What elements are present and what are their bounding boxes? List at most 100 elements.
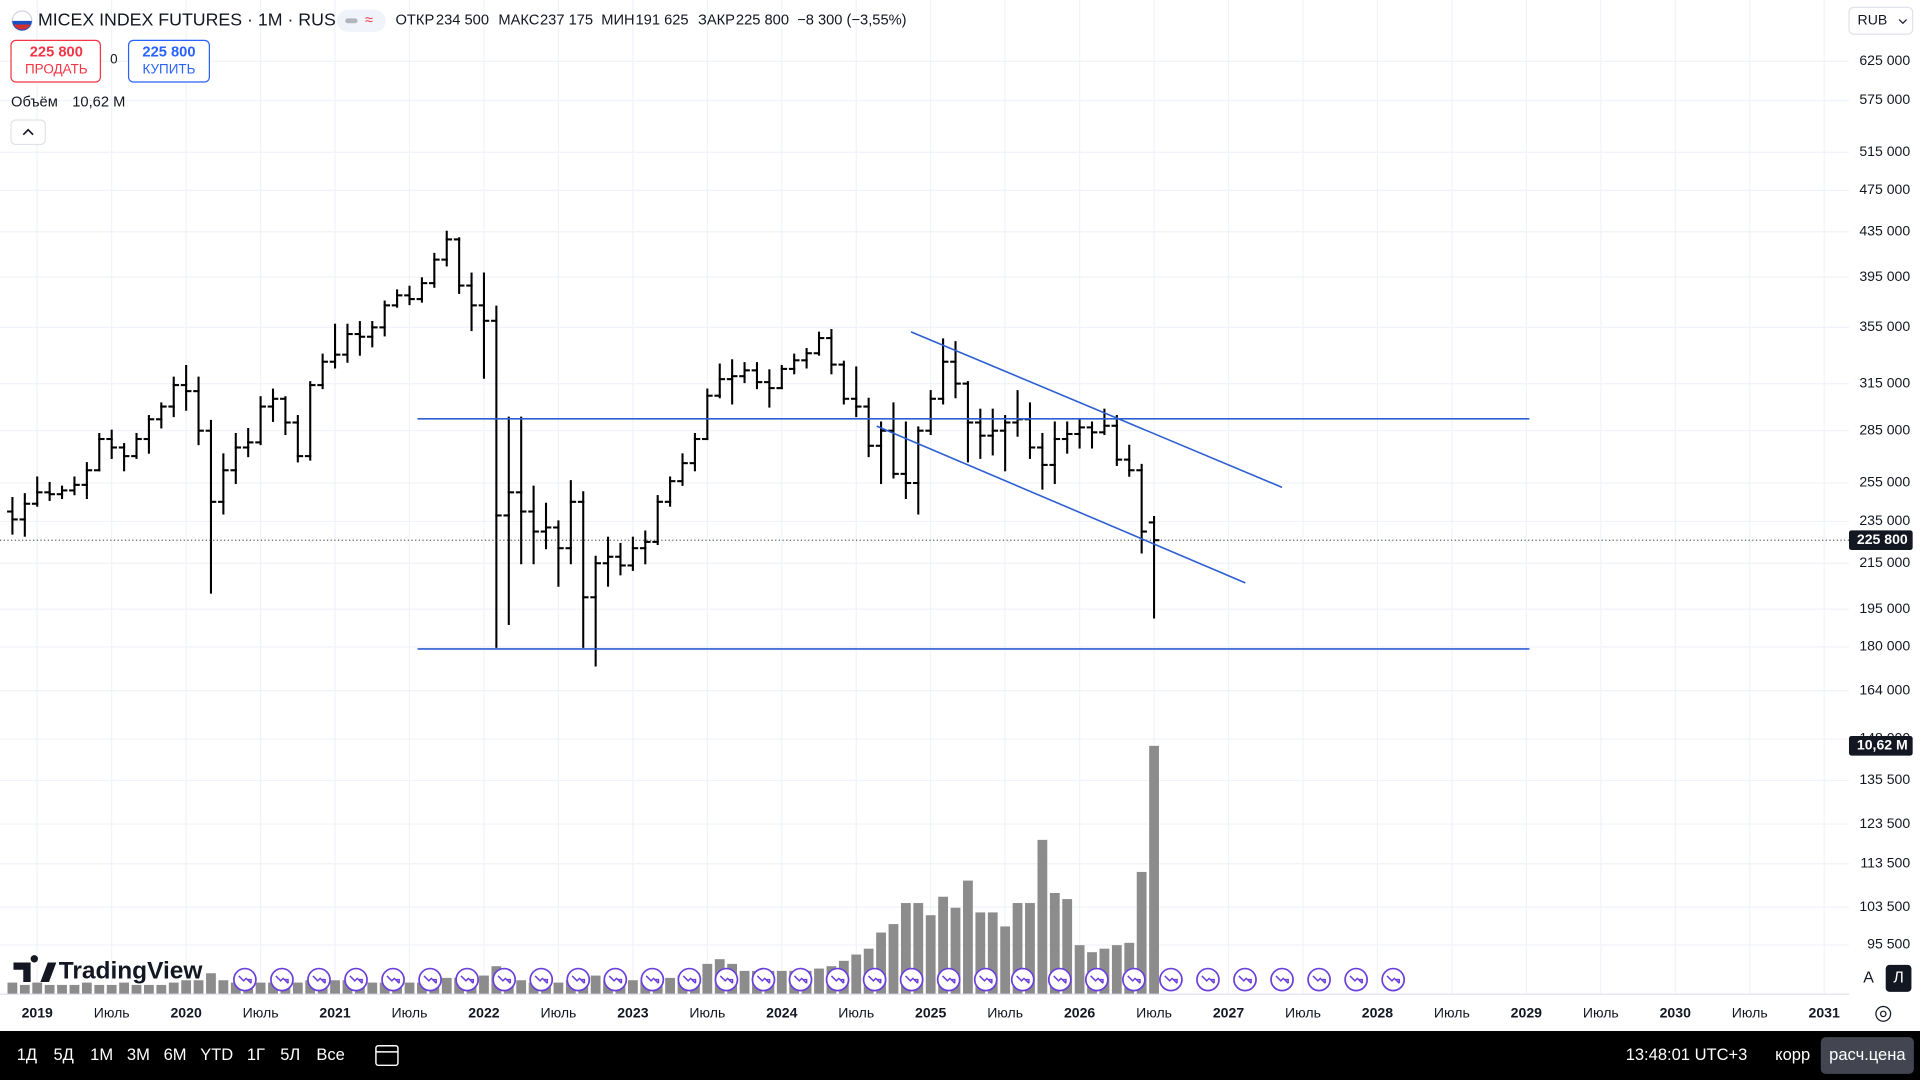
volume-bar: [987, 912, 998, 995]
range-button[interactable]: 5Д: [53, 1045, 73, 1064]
volume-bar: [900, 903, 911, 995]
y-tick-label: 625 000: [1859, 52, 1910, 68]
event-icon-arrow: [645, 975, 660, 984]
symbol-title[interactable]: MICEX INDEX FUTURES · 1M · RUS: [38, 10, 336, 30]
volume-bar: [702, 963, 713, 995]
currency-caret: [1898, 19, 1907, 25]
y-tick-label: 180 000: [1859, 638, 1910, 654]
volume-bar: [379, 982, 390, 995]
settlement-button-bg[interactable]: [1820, 1037, 1914, 1074]
event-icon-arrow: [1238, 975, 1252, 984]
volume-bar: [627, 980, 638, 995]
event-icon-arrow: [1386, 975, 1401, 984]
x-tick-label: Июль: [1583, 1005, 1619, 1021]
collapse-button[interactable]: [10, 119, 46, 146]
volume-bar: [106, 984, 117, 995]
y-tick-label: 95 500: [1867, 936, 1910, 952]
trade-panel: 225 800 ПРОДАТЬ 0 225 800 КУПИТЬ: [10, 39, 210, 83]
x-tick-label: Июль: [540, 1005, 576, 1021]
y-tick-label: 195 000: [1859, 600, 1910, 616]
x-tick-label: Июль: [838, 1005, 874, 1021]
currency-button[interactable]: [1848, 6, 1914, 35]
open-value: 234 500: [436, 13, 489, 29]
gear-inner: [1879, 1010, 1887, 1018]
x-tick-label: 2025: [915, 1005, 946, 1021]
calendar-frame: [375, 1044, 399, 1067]
volume-bar: [193, 980, 204, 995]
y-tick-label: 355 000: [1859, 318, 1910, 334]
volume-bar: [1037, 839, 1048, 995]
x-tick-label: Июль: [689, 1005, 725, 1021]
log-scale-button[interactable]: Л: [1893, 970, 1903, 987]
volume-bar: [181, 980, 192, 995]
event-icon-arrow: [830, 975, 845, 984]
y-tick-label: 315 000: [1859, 374, 1910, 390]
settings-icon[interactable]: [1875, 1005, 1892, 1022]
log-scale-button-bg[interactable]: [1885, 964, 1912, 992]
event-icon-arrow: [719, 975, 734, 984]
event-icon-arrow: [682, 975, 697, 984]
x-tick-label: 2019: [22, 1005, 53, 1021]
volume-bar: [131, 984, 142, 995]
status-pill-icon: [345, 18, 358, 24]
collapse-icon: [22, 128, 34, 136]
x-tick-label: Июль: [243, 1005, 279, 1021]
trend-line[interactable]: [876, 425, 1246, 584]
trend-line[interactable]: [910, 331, 1283, 489]
volume-legend: Объём 10,62 M: [10, 95, 125, 146]
volume-tag-bg: [1848, 736, 1913, 756]
range-button[interactable]: 3М: [127, 1045, 150, 1064]
event-icon-arrow: [1275, 975, 1289, 984]
y-tick-label: 515 000: [1859, 143, 1910, 159]
volume-bar: [7, 982, 18, 995]
event-icon-arrow: [904, 975, 919, 984]
volume-bar: [404, 982, 415, 995]
volume-bar: [230, 982, 241, 995]
settlement-toggle[interactable]: расч.цена: [1829, 1045, 1906, 1064]
range-button[interactable]: 1М: [90, 1045, 113, 1064]
volume-bar: [851, 954, 862, 995]
range-button[interactable]: 6М: [164, 1045, 187, 1064]
range-button[interactable]: 1Д: [17, 1045, 37, 1064]
volume-bar: [1124, 942, 1135, 995]
y-tick-label: 113 500: [1860, 854, 1910, 870]
event-icon-arrow: [1016, 975, 1030, 984]
event-icon-arrow: [1090, 975, 1104, 984]
price-layer: [7, 230, 1160, 667]
volume-bar: [739, 970, 750, 995]
volume-bar: [441, 977, 452, 995]
event-icon-arrow: [534, 975, 549, 984]
spread: 0: [110, 52, 117, 67]
event-icon-arrow: [497, 975, 512, 984]
high-label: МАКС: [498, 13, 539, 29]
volume-bar: [1000, 926, 1011, 995]
drawings[interactable]: [417, 331, 1530, 650]
auto-scale-button[interactable]: A: [1863, 970, 1874, 987]
volume-bar: [1149, 745, 1159, 995]
status-pill[interactable]: [336, 9, 386, 32]
range-button[interactable]: YTD: [200, 1045, 233, 1064]
calendar-icon[interactable]: [375, 1044, 399, 1067]
x-tick-label: Июль: [1434, 1005, 1470, 1021]
x-tick-label: 2024: [766, 1005, 797, 1021]
volume-bar: [553, 982, 564, 995]
sell-button[interactable]: [10, 39, 102, 83]
buy-button[interactable]: [127, 39, 210, 83]
gear-outer: [1875, 1005, 1892, 1022]
adjustment-toggle[interactable]: корр: [1775, 1045, 1810, 1064]
volume-bar: [417, 982, 427, 995]
volume-legend-name: Объём: [11, 95, 58, 111]
price-axis: 625 000 575 000 515 000 475 000 435 000 395 0…: [1859, 52, 1910, 952]
volume-bar: [776, 970, 787, 995]
range-button[interactable]: 5Л: [280, 1045, 300, 1064]
y-tick-label: 435 000: [1859, 222, 1910, 238]
x-tick-label: Июль: [1285, 1005, 1321, 1021]
volume-bar: [69, 984, 80, 995]
range-button[interactable]: Все: [316, 1045, 344, 1064]
y-tick-label: 255 000: [1859, 474, 1910, 490]
volume-bar: [925, 915, 936, 995]
volume-bar: [1012, 903, 1023, 995]
range-button[interactable]: 1Г: [247, 1045, 265, 1064]
volume-legend-value: 10,62 M: [72, 95, 125, 111]
